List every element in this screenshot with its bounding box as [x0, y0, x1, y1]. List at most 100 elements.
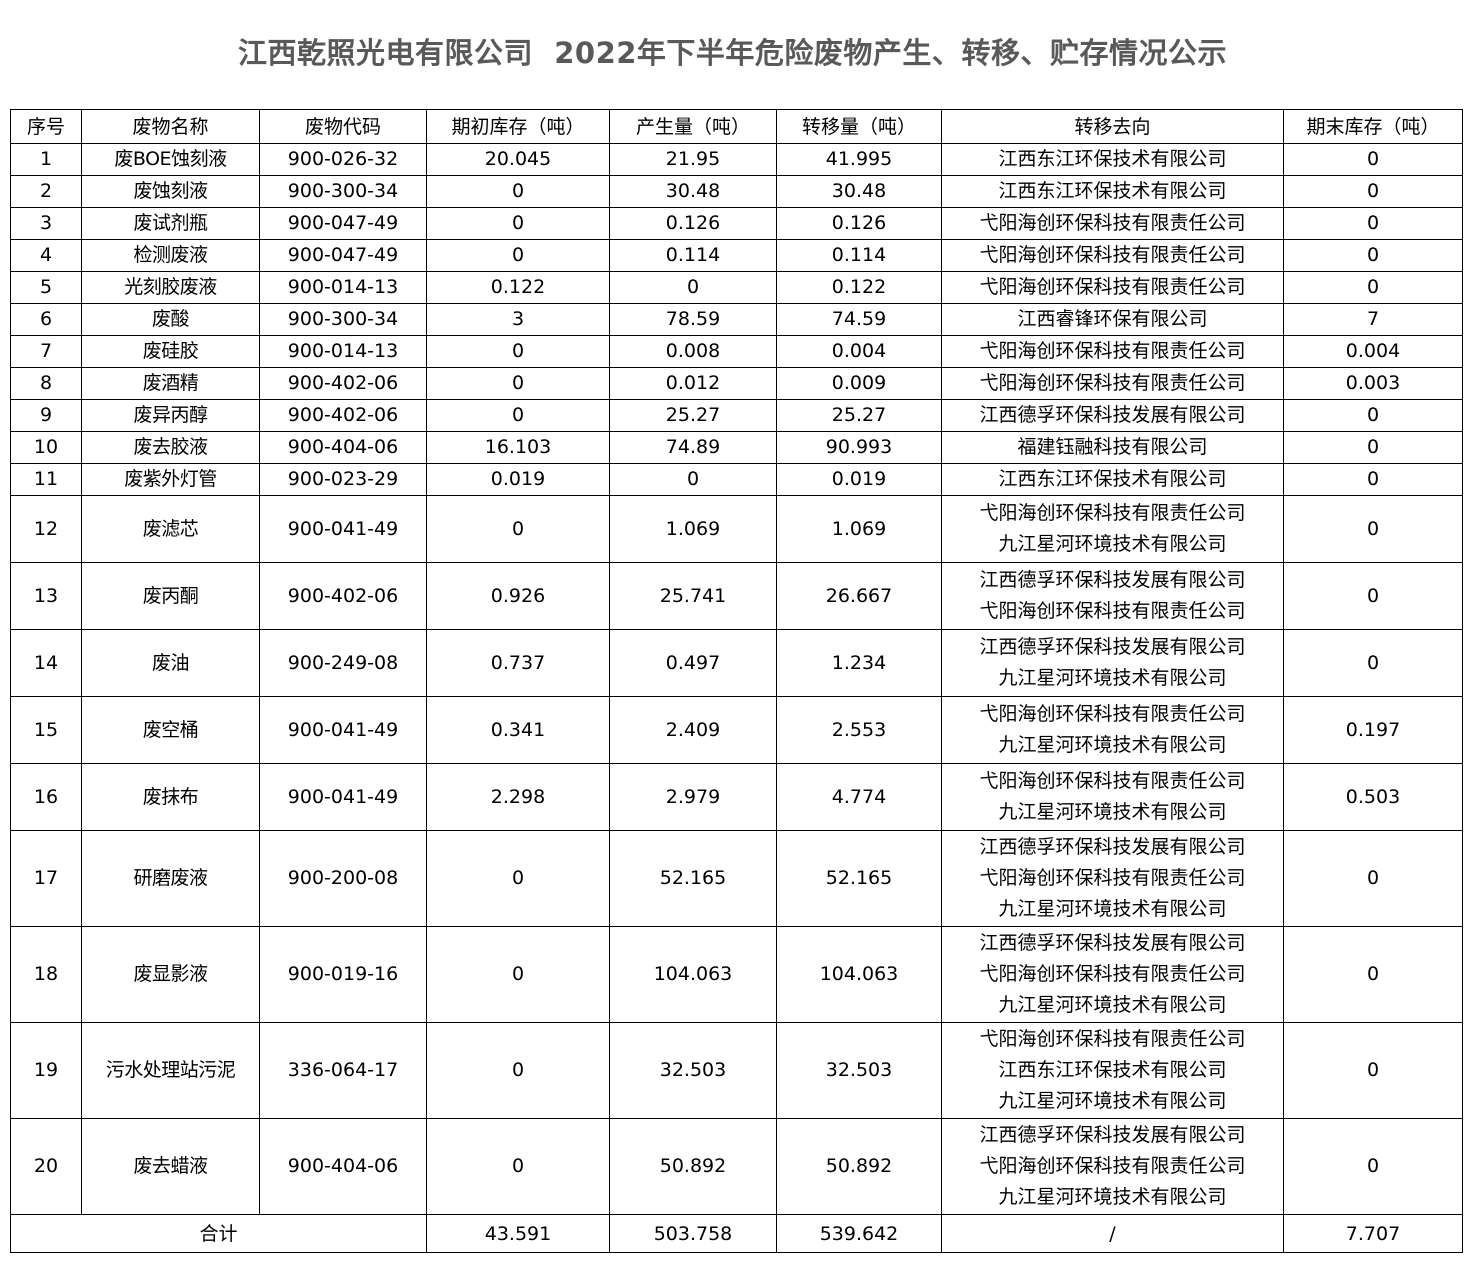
cell-closing: 0: [1283, 463, 1463, 496]
column-header-transferred: 转移量（吨）: [776, 109, 942, 144]
cell-generated: 30.48: [609, 175, 777, 208]
destination-line: 弋阳海创环保科技有限责任公司: [979, 600, 1246, 622]
table-header-row: 序号 废物名称 废物代码 期初库存（吨） 产生量（吨） 转移量（吨） 转移去向 …: [10, 109, 1463, 144]
cell-destination: 弋阳海创环保科技有限责任公司 九江星河环境技术有限公司: [941, 696, 1284, 764]
cell-code: 900-041-49: [259, 696, 427, 764]
cell-opening: 0: [426, 1022, 610, 1119]
destination-line: 江西东江环保技术有限公司: [998, 468, 1227, 490]
cell-name: 废蚀刻液: [81, 175, 260, 208]
total-generated: 503.758: [609, 1214, 777, 1253]
cell-destination: 弋阳海创环保科技有限责任公司: [941, 271, 1284, 304]
cell-closing: 0: [1283, 143, 1463, 176]
total-opening: 43.591: [426, 1214, 610, 1253]
cell-destination: 江西睿锋环保有限公司: [941, 303, 1284, 336]
cell-index: 9: [10, 399, 82, 432]
cell-opening: 2.298: [426, 763, 610, 831]
cell-closing: 0: [1283, 207, 1463, 240]
column-header-destination: 转移去向: [941, 109, 1284, 144]
cell-code: 900-047-49: [259, 239, 427, 272]
destination-line: 弋阳海创环保科技有限责任公司: [979, 1028, 1246, 1050]
cell-transferred: 32.503: [776, 1022, 942, 1119]
cell-destination: 弋阳海创环保科技有限责任公司 九江星河环境技术有限公司: [941, 495, 1284, 563]
destination-line: 九江星河环境技术有限公司: [998, 667, 1227, 689]
cell-transferred: 0.019: [776, 463, 942, 496]
destination-line: 江西东江环保技术有限公司: [998, 1059, 1227, 1081]
cell-generated: 0.497: [609, 629, 777, 697]
destination-line: 弋阳海创环保科技有限责任公司: [979, 703, 1246, 725]
cell-name: 研磨废液: [81, 830, 260, 927]
cell-opening: 0.926: [426, 562, 610, 630]
cell-generated: 25.27: [609, 399, 777, 432]
table-row: 11 废紫外灯管 900-023-29 0.019 0 0.019 江西东江环保技术有限公司…: [10, 463, 1463, 496]
destination-line: 弋阳海创环保科技有限责任公司: [979, 372, 1246, 394]
cell-name: 废滤芯: [81, 495, 260, 563]
cell-name: 废酒精: [81, 367, 260, 400]
cell-closing: 0: [1283, 926, 1463, 1023]
cell-destination: 江西德孚环保科技发展有限公司 弋阳海创环保科技有限责任公司: [941, 562, 1284, 630]
cell-code: 900-014-13: [259, 335, 427, 368]
cell-code: 900-402-06: [259, 399, 427, 432]
cell-opening: 3: [426, 303, 610, 336]
cell-closing: 0: [1283, 271, 1463, 304]
cell-closing: 0: [1283, 1022, 1463, 1119]
destination-line: 江西德孚环保科技发展有限公司: [979, 836, 1246, 858]
hazardous-waste-table: 序号 废物名称 废物代码 期初库存（吨） 产生量（吨） 转移量（吨） 转移去向 …: [10, 109, 1463, 1253]
table-row: 20 废去蜡液 900-404-06 0 50.892 50.892 江西德孚环保科技发展有…: [10, 1118, 1463, 1215]
cell-transferred: 52.165: [776, 830, 942, 927]
cell-name: 废油: [81, 629, 260, 697]
cell-closing: 7: [1283, 303, 1463, 336]
cell-transferred: 0.114: [776, 239, 942, 272]
cell-opening: 20.045: [426, 143, 610, 176]
destination-line: 弋阳海创环保科技有限责任公司: [979, 770, 1246, 792]
cell-destination: 弋阳海创环保科技有限责任公司: [941, 239, 1284, 272]
cell-closing: 0.003: [1283, 367, 1463, 400]
cell-transferred: 30.48: [776, 175, 942, 208]
cell-transferred: 0.004: [776, 335, 942, 368]
cell-generated: 104.063: [609, 926, 777, 1023]
cell-transferred: 90.993: [776, 431, 942, 464]
cell-generated: 21.95: [609, 143, 777, 176]
cell-code: 900-249-08: [259, 629, 427, 697]
cell-destination: 江西东江环保技术有限公司: [941, 143, 1284, 176]
cell-transferred: 1.069: [776, 495, 942, 563]
cell-closing: 0.503: [1283, 763, 1463, 831]
cell-transferred: 26.667: [776, 562, 942, 630]
cell-code: 900-026-32: [259, 143, 427, 176]
cell-transferred: 4.774: [776, 763, 942, 831]
destination-line: 江西德孚环保科技发展有限公司: [979, 1124, 1246, 1146]
destination-line: 弋阳海创环保科技有限责任公司: [979, 276, 1246, 298]
destination-line: 江西东江环保技术有限公司: [998, 180, 1227, 202]
cell-generated: 0.114: [609, 239, 777, 272]
cell-index: 2: [10, 175, 82, 208]
column-header-index: 序号: [10, 109, 82, 144]
table-row: 15 废空桶 900-041-49 0.341 2.409 2.553 弋阳海创环保科技有限…: [10, 696, 1463, 764]
cell-index: 18: [10, 926, 82, 1023]
destination-line: 弋阳海创环保科技有限责任公司: [979, 340, 1246, 362]
cell-name: 废紫外灯管: [81, 463, 260, 496]
cell-destination: 江西东江环保技术有限公司: [941, 463, 1284, 496]
destination-line: 江西德孚环保科技发展有限公司: [979, 404, 1246, 426]
table-body: 1 废BOE蚀刻液 900-026-32 20.045 21.95 41.995 江西东江环…: [10, 143, 1463, 1215]
cell-name: 废异丙醇: [81, 399, 260, 432]
cell-index: 16: [10, 763, 82, 831]
destination-line: 江西睿锋环保有限公司: [1017, 308, 1208, 330]
destination-line: 弋阳海创环保科技有限责任公司: [979, 867, 1246, 889]
cell-name: 废去胶液: [81, 431, 260, 464]
cell-code: 900-402-06: [259, 562, 427, 630]
cell-index: 17: [10, 830, 82, 927]
cell-destination: 江西东江环保技术有限公司: [941, 175, 1284, 208]
cell-index: 1: [10, 143, 82, 176]
destination-line: 九江星河环境技术有限公司: [998, 994, 1227, 1016]
column-header-closing: 期末库存（吨）: [1283, 109, 1463, 144]
table-row: 18 废显影液 900-019-16 0 104.063 104.063 江西德孚环保科技发…: [10, 926, 1463, 1023]
cell-code: 900-041-49: [259, 495, 427, 563]
cell-name: 检测废液: [81, 239, 260, 272]
cell-index: 6: [10, 303, 82, 336]
cell-name: 废抹布: [81, 763, 260, 831]
table-row: 17 研磨废液 900-200-08 0 52.165 52.165 江西德孚环保科技发展有…: [10, 830, 1463, 927]
destination-line: 九江星河环境技术有限公司: [998, 734, 1227, 756]
column-header-generated: 产生量（吨）: [609, 109, 777, 144]
cell-closing: 0: [1283, 431, 1463, 464]
cell-index: 3: [10, 207, 82, 240]
